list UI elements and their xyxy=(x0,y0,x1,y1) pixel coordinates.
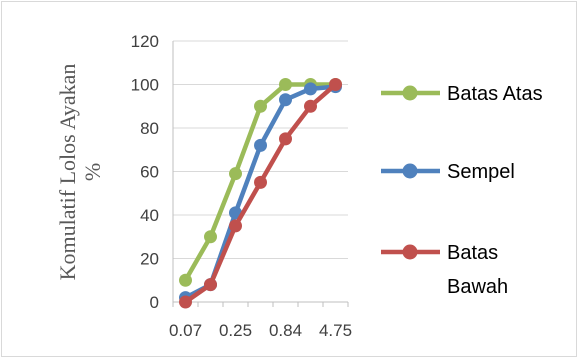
data-point-batas-atas xyxy=(254,99,267,113)
data-point-batas-bawah xyxy=(279,132,292,146)
data-point-batas-atas xyxy=(279,78,292,91)
data-point-batas-bawah xyxy=(329,78,342,91)
legend-label: Sempel xyxy=(447,161,515,183)
legend-swatch-marker xyxy=(402,244,418,260)
x-tick-label: 0.25 xyxy=(219,321,252,340)
y-tick-label: 80 xyxy=(140,119,159,138)
data-point-batas-atas xyxy=(204,230,217,244)
x-tick-label: 4.75 xyxy=(319,321,352,340)
y-tick-label: 60 xyxy=(140,163,159,182)
series-group xyxy=(179,78,342,309)
legend-label: Bawah xyxy=(447,276,508,298)
data-point-batas-bawah xyxy=(229,219,242,233)
y-tick-label: 100 xyxy=(131,76,159,95)
legend: Batas Atas Sempel Batas Bawah xyxy=(381,83,543,298)
data-point-batas-atas xyxy=(229,167,242,181)
data-point-sempel xyxy=(279,93,292,107)
data-point-batas-bawah xyxy=(179,295,192,309)
x-tick-label: 0.84 xyxy=(269,321,302,340)
y-tick-label: 40 xyxy=(140,206,159,225)
series-sempel xyxy=(179,80,342,305)
axes xyxy=(172,41,349,307)
series-line-batas-bawah xyxy=(183,82,338,305)
y-tick-label: 120 xyxy=(131,32,159,51)
legend-item-batas-bawah: Batas Bawah xyxy=(381,242,508,298)
y-axis-ticks: 0 20 40 60 80 100 120 xyxy=(131,32,159,312)
legend-item-sempel: Sempel xyxy=(381,161,515,183)
legend-item-batas-atas: Batas Atas xyxy=(381,83,543,105)
data-point-batas-atas xyxy=(179,273,192,287)
data-point-sempel xyxy=(304,82,317,96)
legend-label: Batas xyxy=(447,242,498,264)
series-batas-bawah xyxy=(179,78,342,309)
data-point-batas-bawah xyxy=(254,175,267,189)
y-tick-label: 0 xyxy=(150,293,159,312)
legend-label: Batas Atas xyxy=(447,83,543,105)
y-tick-label: 20 xyxy=(140,250,159,269)
x-tick-label: 0.07 xyxy=(169,321,202,340)
y-axis-label: Komulatif Lolos Ayakan% xyxy=(55,64,105,281)
legend-swatch-marker xyxy=(402,85,418,101)
y-axis-label-line-1: Komulatif Lolos Ayakan xyxy=(55,64,80,281)
x-axis-ticks: 0.07 0.25 0.84 4.75 xyxy=(169,321,352,340)
data-point-batas-bawah xyxy=(204,278,217,292)
series-line-sempel xyxy=(183,84,338,300)
data-point-batas-bawah xyxy=(304,99,317,113)
legend-swatch-marker xyxy=(402,163,418,179)
y-axis-label-line-2: % xyxy=(80,163,105,181)
data-point-sempel xyxy=(254,138,267,152)
